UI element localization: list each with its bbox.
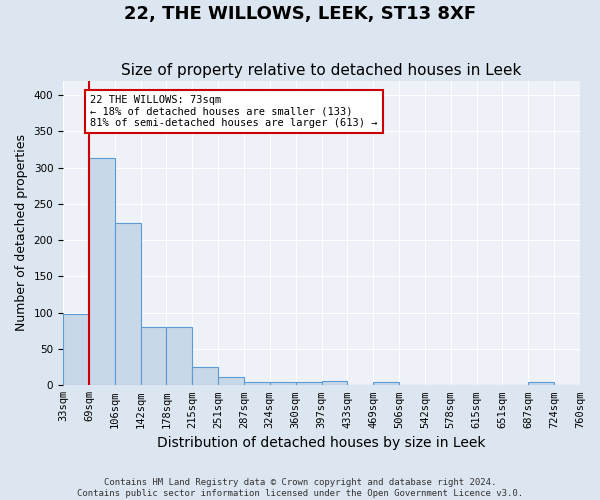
- Bar: [218, 376, 244, 386]
- Bar: [322, 381, 347, 386]
- X-axis label: Distribution of detached houses by size in Leek: Distribution of detached houses by size …: [157, 436, 486, 450]
- Bar: [270, 382, 296, 386]
- Bar: [166, 328, 192, 386]
- Bar: [63, 314, 89, 386]
- Text: 22 THE WILLOWS: 73sqm
← 18% of detached houses are smaller (133)
81% of semi-det: 22 THE WILLOWS: 73sqm ← 18% of detached …: [90, 95, 377, 128]
- Bar: [296, 382, 322, 386]
- Bar: [244, 382, 270, 386]
- Bar: [373, 382, 399, 386]
- Text: Contains HM Land Registry data © Crown copyright and database right 2024.
Contai: Contains HM Land Registry data © Crown c…: [77, 478, 523, 498]
- Bar: [140, 328, 166, 386]
- Text: 22, THE WILLOWS, LEEK, ST13 8XF: 22, THE WILLOWS, LEEK, ST13 8XF: [124, 5, 476, 23]
- Bar: [115, 223, 140, 386]
- Y-axis label: Number of detached properties: Number of detached properties: [15, 134, 28, 332]
- Bar: [192, 367, 218, 386]
- Bar: [529, 382, 554, 386]
- Bar: [89, 158, 115, 386]
- Title: Size of property relative to detached houses in Leek: Size of property relative to detached ho…: [121, 63, 522, 78]
